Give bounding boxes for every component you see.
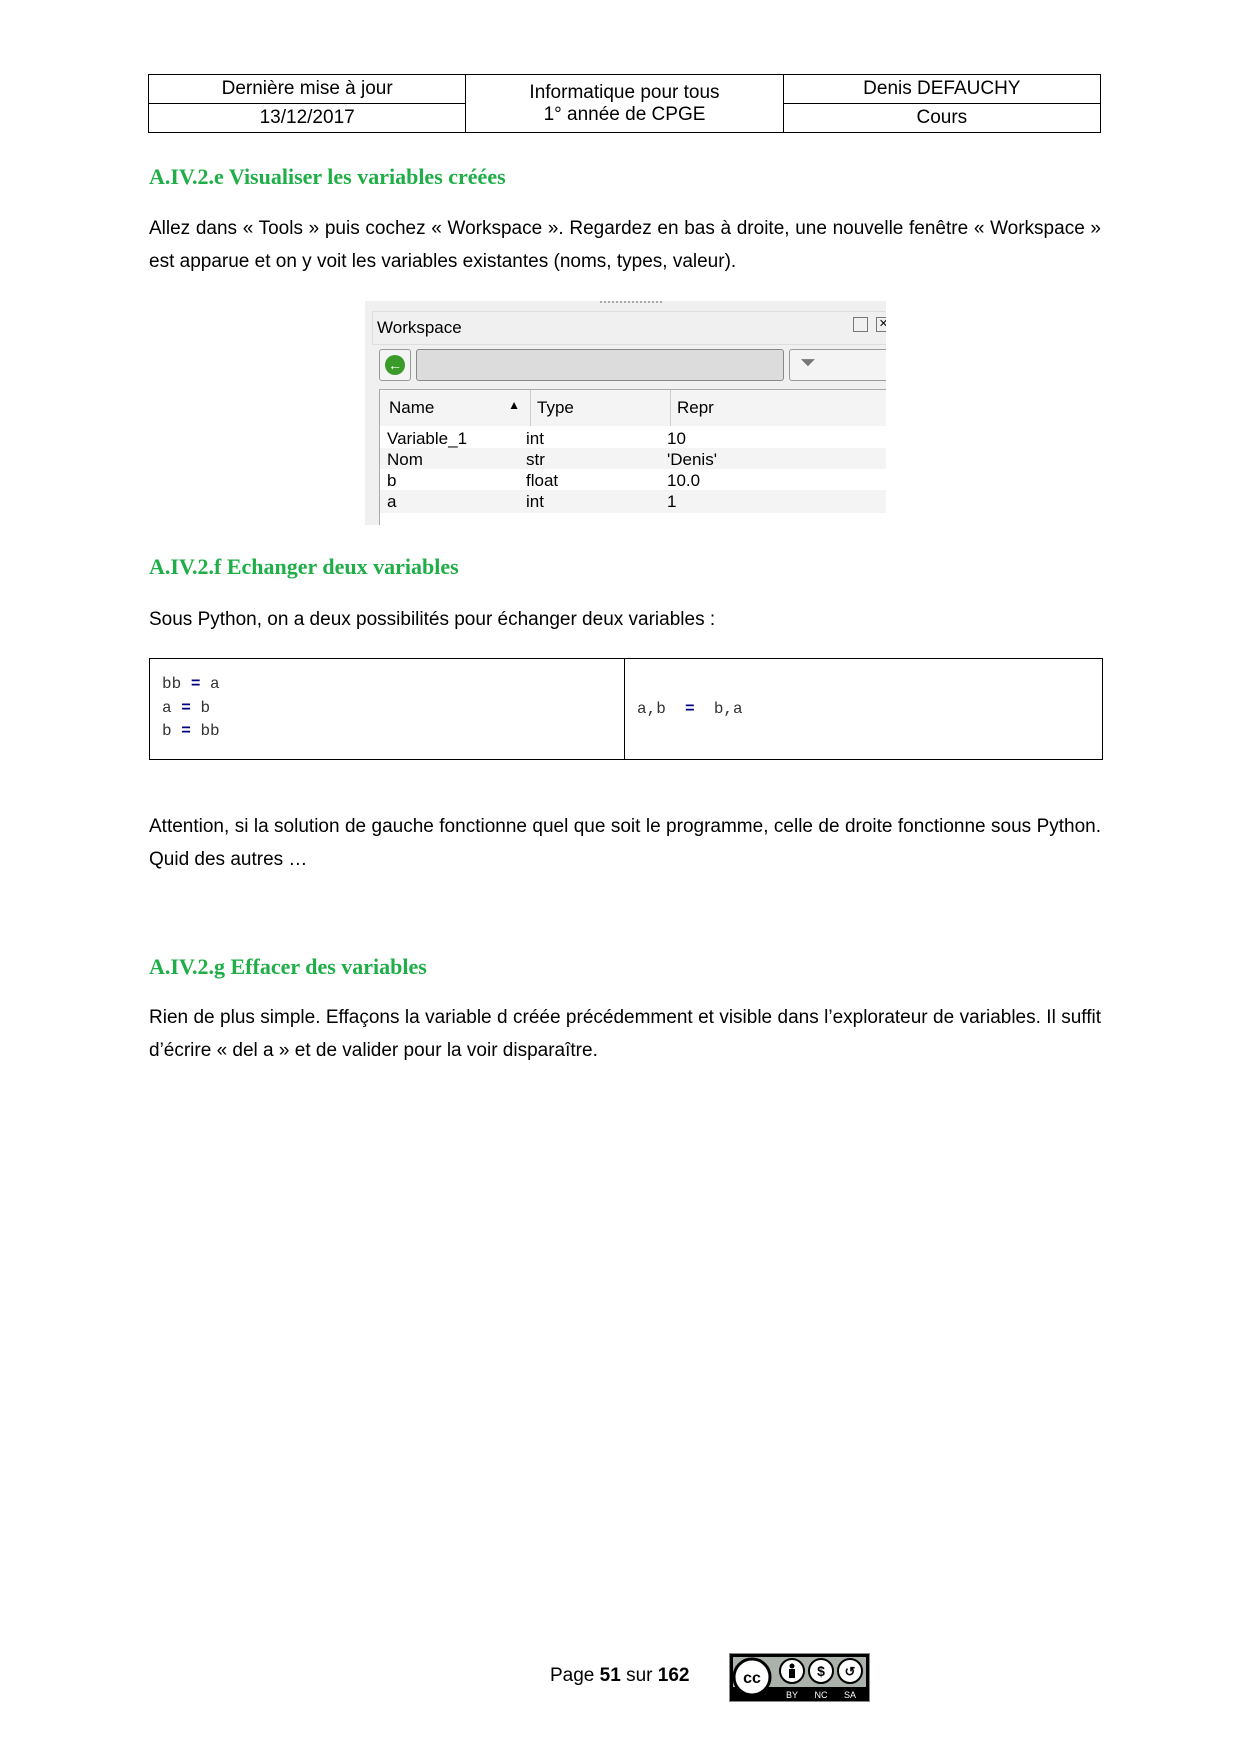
- back-button[interactable]: ←: [379, 349, 411, 381]
- table-cell: 10: [667, 429, 686, 448]
- svg-text:NC: NC: [815, 1690, 828, 1700]
- paragraph: Rien de plus simple. Effaçons la variabl…: [149, 1007, 1101, 1061]
- code-token: a: [210, 675, 220, 693]
- creative-commons-logo: cc $ ↺ BY NC SA: [729, 1653, 870, 1702]
- table-row[interactable]: Nom str 'Denis': [380, 448, 886, 471]
- section-heading: A.IV.2.g Effacer des variables: [149, 954, 427, 979]
- code-token: b: [200, 698, 211, 717]
- code-line: a,b = b,a: [637, 700, 743, 718]
- table-row[interactable]: b float 10.0: [380, 469, 886, 492]
- code-token: =: [181, 698, 191, 717]
- paragraph: Sous Python, on a deux possibilités pour…: [149, 609, 716, 630]
- svg-text:↺: ↺: [845, 1664, 856, 1679]
- code-line: bb = a: [162, 673, 612, 697]
- column-header-repr[interactable]: Repr: [671, 390, 886, 426]
- table-cell: a: [387, 492, 397, 511]
- search-input[interactable]: [416, 349, 784, 381]
- table-cell: Variable_1: [387, 429, 468, 448]
- header-text: 1° année de CPGE: [543, 103, 706, 125]
- current-page: 51: [599, 1665, 621, 1686]
- code-token: =: [685, 700, 695, 718]
- column-header-name[interactable]: Name ▲: [380, 390, 531, 426]
- header-cell: Dernière mise à jour: [147, 74, 467, 104]
- code-token: b,a: [713, 700, 743, 718]
- table-cell: Nom: [387, 450, 423, 469]
- svg-text:$: $: [817, 1663, 825, 1679]
- header-text: Informatique pour tous: [529, 81, 720, 103]
- cc-by-nc-sa-icon: cc $ ↺ BY NC SA: [732, 1657, 866, 1700]
- code-token: bb: [200, 722, 220, 740]
- table-row[interactable]: a int 1: [380, 490, 886, 513]
- table-cell: b: [387, 471, 397, 490]
- code-line: a = b: [162, 697, 612, 721]
- table-row[interactable]: Variable_1 int 10: [380, 427, 886, 450]
- section-heading: A.IV.2.e Visualiser les variables créées: [149, 164, 506, 189]
- page-prefix: Page: [550, 1665, 600, 1686]
- variables-table: Name ▲ Type Repr Variable_1 int 10 Nom str 'De…: [379, 389, 886, 525]
- close-icon[interactable]: ✕: [876, 317, 886, 332]
- table-cell: str: [526, 450, 545, 469]
- header-cell: Denis DEFAUCHY: [782, 74, 1102, 104]
- page-sep: sur: [620, 1665, 658, 1686]
- page-number: Page 51 sur 162: [550, 1665, 689, 1687]
- table-cell: int: [526, 429, 544, 448]
- code-token: b: [162, 722, 172, 740]
- filter-button[interactable]: ⏷: [789, 349, 886, 381]
- table-cell: float: [526, 471, 559, 490]
- header-cell: Informatique pour tous 1° année de CPGE: [465, 74, 784, 133]
- table-cell: int: [526, 492, 544, 511]
- workspace-titlebar: Workspace ✕: [372, 311, 886, 345]
- header-table: Dernière mise à jour Informatique pour to…: [147, 74, 1102, 133]
- code-token: a,b: [637, 700, 666, 718]
- column-label: Name: [389, 398, 435, 417]
- sort-ascending-icon: ▲: [508, 398, 520, 412]
- header-cell: Cours: [782, 103, 1102, 133]
- arrow-left-icon: ←: [385, 355, 405, 375]
- column-label: Repr: [677, 398, 714, 417]
- code-token: bb: [162, 675, 182, 693]
- code-line: b = bb: [162, 720, 612, 744]
- table-cell: 10.0: [667, 471, 701, 490]
- total-pages: 162: [657, 1665, 690, 1686]
- code-token: =: [181, 722, 191, 740]
- code-token: =: [190, 675, 201, 693]
- header-cell: 13/12/2017: [147, 103, 467, 133]
- undock-icon[interactable]: [853, 317, 868, 332]
- svg-text:SA: SA: [844, 1690, 856, 1700]
- paragraph: Allez dans « Tools » puis cochez « Works…: [149, 218, 1101, 272]
- table-cell: 'Denis': [667, 450, 717, 469]
- paragraph: Attention, si la solution de gauche fonc…: [149, 816, 1101, 870]
- drag-handle[interactable]: [600, 301, 662, 303]
- section-heading: A.IV.2.f Echanger deux variables: [149, 554, 459, 579]
- svg-text:BY: BY: [786, 1690, 798, 1700]
- workspace-title: Workspace: [377, 318, 462, 337]
- svg-text:cc: cc: [743, 1670, 761, 1687]
- workspace-panel: Workspace ✕ ← ⏷ Name ▲ Type Repr Variable…: [365, 301, 886, 525]
- table-cell: 1: [667, 492, 677, 511]
- column-label: Type: [537, 398, 574, 417]
- code-token: a: [162, 698, 172, 717]
- column-header-type[interactable]: Type: [531, 390, 671, 426]
- filter-icon: ⏷: [800, 352, 816, 374]
- code-right: a,b = b,a: [625, 659, 1102, 759]
